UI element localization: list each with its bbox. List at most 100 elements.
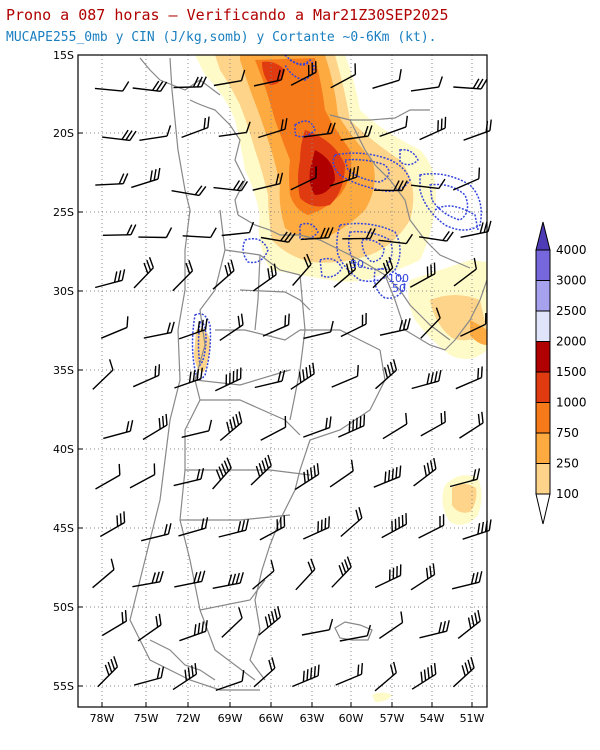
wind-barb-icon [218, 519, 249, 538]
wind-barb-icon [373, 180, 408, 192]
wind-barb-icon [99, 511, 126, 538]
wind-barb-icon [219, 313, 244, 341]
wind-barb-icon [338, 414, 366, 438]
wind-barb-icon [303, 320, 334, 340]
wind-barb-icon [420, 307, 441, 339]
wind-barb-icon [333, 258, 357, 288]
wind-barb-icon [132, 80, 168, 93]
wind-barb-icon [372, 69, 402, 89]
wind-barb-icon [295, 558, 316, 591]
wind-barb-icon [179, 620, 208, 642]
colorbar-label: 4000 [556, 243, 587, 257]
lon-label: 60W [339, 712, 364, 725]
wind-barb-icon [254, 369, 286, 389]
cin-contours [191, 55, 482, 380]
wind-barb-icon [94, 81, 130, 92]
colorbar-label: 1000 [556, 396, 587, 410]
wind-barb-icon [95, 269, 126, 289]
colorbar: 4000 3000 2500 2000 1500 1000 750 250 100 [535, 221, 587, 525]
wind-barb-icon [221, 221, 255, 237]
lon-label: 66W [259, 712, 284, 725]
wind-barb-icon [410, 76, 444, 92]
longitude-labels: 78W 75W 72W 69W 66W 63W 60W 57W 54W 51W [90, 702, 485, 725]
lon-label: 69W [218, 712, 243, 725]
wind-barb-icon [419, 116, 447, 141]
wind-barb-icon [378, 233, 414, 245]
wind-barb-icon [452, 167, 481, 191]
wind-barb-icon [142, 413, 168, 441]
colorbar-label: 3000 [556, 274, 587, 288]
wind-barb-icon [418, 514, 445, 539]
colorbar-label: 2000 [556, 335, 587, 349]
wind-barb-icon [331, 365, 359, 388]
wind-barb-icon [171, 185, 207, 197]
wind-barb-icon [303, 122, 336, 138]
wind-barb-icon [410, 563, 436, 591]
wind-barb-icon [92, 558, 115, 589]
colorbar-swatch [535, 371, 551, 403]
wind-barb-icon [132, 364, 161, 388]
lat-label: 20S [53, 127, 74, 140]
map-title: Prono a 087 horas – Verificando a Mar21Z… [6, 6, 449, 24]
wind-barb-icon [379, 318, 411, 336]
wind-barb-icon [131, 167, 161, 189]
wind-barb-icon [213, 69, 246, 87]
political-borders [129, 57, 487, 691]
wind-barb-icon [139, 125, 172, 141]
wind-barb-icon [181, 116, 210, 139]
lat-label: 35S [53, 364, 74, 377]
wind-barb-icon [413, 457, 437, 487]
colorbar-label: 100 [556, 487, 579, 501]
map-subtitle: MUCAPE255_0mb y CIN (J/kg,somb) y Cortan… [6, 30, 437, 45]
wind-barb-icon [411, 663, 437, 690]
wind-barb-icon [212, 572, 244, 589]
wind-barb-icon [292, 253, 312, 286]
wind-barb-icon [260, 416, 287, 441]
colorbar-swatch [535, 310, 551, 342]
wind-barb-icon [178, 318, 208, 340]
wind-barb-icon [290, 166, 317, 191]
wind-barb-icon [181, 419, 213, 438]
wind-barb-icon [253, 68, 285, 87]
colorbar-swatch [535, 280, 551, 312]
wind-barb-icon [419, 620, 450, 639]
lat-lon-grid [78, 55, 487, 707]
wind-barb-icon [103, 420, 134, 440]
wind-barb-icon [373, 465, 402, 488]
wind-barb-icon [173, 76, 207, 89]
wind-barb-icon [219, 411, 243, 442]
wind-barb-icon [212, 259, 235, 290]
lat-label: 40S [53, 443, 74, 456]
wind-barb-icon [102, 224, 137, 236]
wind-barb-icon [418, 230, 454, 242]
colorbar-bottom-arrow [535, 493, 551, 525]
wind-barb-icon [221, 607, 243, 638]
wind-barb-icon [129, 463, 156, 489]
wind-barb-icon [182, 227, 217, 239]
wind-barb-icon [262, 313, 290, 337]
lon-label: 51W [460, 712, 485, 725]
wind-barb-icon [372, 256, 394, 289]
wind-barb-icon [374, 661, 398, 692]
colorbar-swatch [535, 402, 551, 434]
wind-barb-icon [292, 664, 320, 688]
lat-label: 25S [53, 206, 74, 219]
wind-barb-icon [172, 260, 194, 292]
colorbar-label: 750 [556, 426, 579, 440]
wind-barb-icon [178, 517, 209, 537]
wind-barb-icon [460, 313, 487, 337]
colorbar-swatch [535, 463, 551, 495]
wind-barb-icon [174, 570, 206, 588]
wind-barb-icon [141, 523, 172, 542]
latitude-labels: 15S 20S 25S 30S 35S 40S 45S 50S 55S [53, 49, 83, 693]
wind-barb-icon [339, 624, 372, 642]
wind-barb-icon [379, 611, 404, 639]
wind-barb-icon [335, 663, 364, 686]
wind-barb-icon [258, 606, 281, 636]
wind-barb-icon [457, 609, 481, 639]
colorbar-top-arrow [535, 221, 551, 251]
map-border [77, 54, 488, 708]
contour-label: 50 [392, 282, 406, 295]
wind-barb-icon [95, 173, 129, 186]
